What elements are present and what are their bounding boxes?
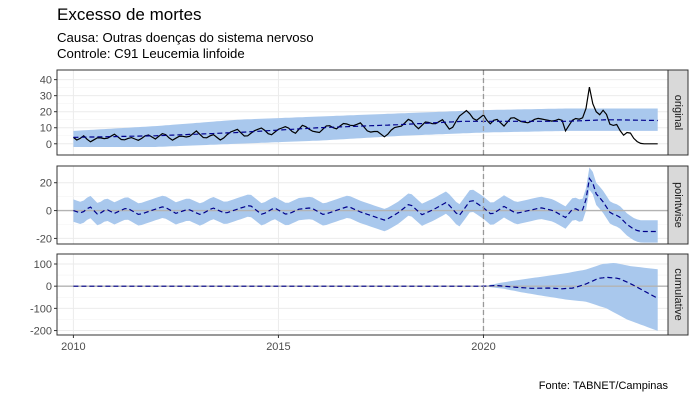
y-tick-label: 30 [40, 91, 52, 103]
facet-strip [667, 69, 689, 156]
y-tick-label: -100 [30, 303, 52, 315]
y-tick-label: 40 [40, 75, 52, 87]
x-tick-label: 2020 [471, 341, 495, 353]
y-tick-label: 20 [40, 107, 52, 119]
facet-strip [667, 253, 689, 336]
chart-subtitle-cause: Causa: Outras doenças do sistema nervoso [57, 30, 314, 45]
y-tick-label: 0 [46, 281, 52, 293]
y-tick-label: -20 [36, 233, 52, 245]
chart-subtitle-control: Controle: C91 Leucemia linfoide [57, 46, 245, 61]
chart-title: Excesso de mortes [57, 5, 202, 24]
x-tick-label: 2010 [61, 341, 85, 353]
y-tick-label: 100 [34, 259, 52, 271]
y-tick-label: 10 [40, 123, 52, 135]
series-actual [73, 86, 658, 145]
panel-original: 0 10 20 30 40 original [40, 69, 689, 156]
panel-cumulative: -200 -100 0 100 cumulative [30, 253, 689, 338]
chart-caption: Fonte: TABNET/Campinas [539, 380, 669, 392]
facet-strip [667, 165, 689, 245]
panel-pointwise: -20 0 20 pointwise [36, 165, 689, 245]
x-axis: 2010 2015 2020 [61, 335, 496, 353]
series-predicted [73, 177, 658, 233]
x-tick-label: 2015 [266, 341, 290, 353]
facet-strip-label: original [672, 95, 684, 130]
facet-strip-label: pointwise [672, 182, 684, 228]
y-tick-label: 20 [40, 178, 52, 190]
confidence-band [73, 167, 658, 243]
y-tick-label: -200 [30, 326, 52, 338]
confidence-band [73, 263, 658, 331]
y-tick-label: 0 [46, 206, 52, 218]
y-tick-label: 0 [46, 139, 52, 151]
series-predicted [73, 276, 658, 299]
facet-strip-label: cumulative [672, 268, 684, 321]
series-predicted [73, 119, 658, 138]
